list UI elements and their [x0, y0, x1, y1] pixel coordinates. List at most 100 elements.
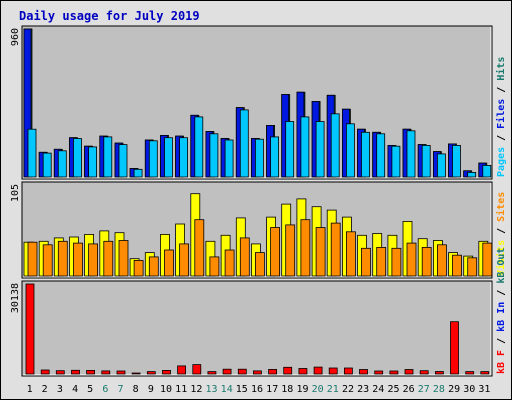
- bar-pages-day-1: [27, 128, 37, 178]
- bar-kb-f-day-29: [450, 321, 459, 375]
- bar-pages-day-28: [436, 153, 446, 178]
- bar-kb-f-day-28: [434, 371, 444, 375]
- bar-kb-f-day-6: [101, 370, 111, 375]
- bar-pages-day-16: [254, 138, 264, 178]
- bar-kb-f-day-17: [268, 368, 278, 375]
- legend-pages: Pages: [496, 147, 507, 177]
- bar-pages-day-26: [406, 130, 416, 178]
- bar-pages-day-7: [118, 144, 128, 178]
- day-label-31: 31: [478, 384, 490, 395]
- bar-pages-day-3: [57, 150, 67, 178]
- panel-bottom-max-label: 30138: [10, 283, 21, 313]
- bar-sites-day-31: [482, 242, 493, 277]
- bar-kb-f-day-8: [131, 372, 141, 375]
- bar-sites-day-24: [376, 246, 387, 277]
- panel-bottom-background: [21, 280, 493, 377]
- panel-top: [21, 25, 493, 180]
- max-value-labels: 960 105 30138: [10, 28, 21, 313]
- bar-kb-f-day-20: [313, 366, 323, 375]
- day-label-2: 2: [42, 384, 48, 395]
- bar-kb-f-day-5: [86, 369, 95, 375]
- bar-sites-day-10: [164, 249, 174, 277]
- bar-kb-f-day-27: [419, 370, 429, 375]
- legend-files: Files: [495, 99, 507, 129]
- bar-sites-day-15: [239, 237, 250, 277]
- bar-sites-day-16: [254, 252, 265, 277]
- day-label-1: 1: [27, 384, 33, 395]
- bar-sites-day-17: [270, 227, 281, 277]
- bar-pages-day-14: [224, 139, 234, 178]
- bar-pages-day-23: [361, 131, 370, 178]
- bar-kb-f-day-18: [283, 366, 293, 375]
- day-label-21: 21: [327, 384, 339, 395]
- day-label-11: 11: [175, 384, 187, 395]
- bar-pages-day-5: [88, 146, 97, 178]
- panel-middle-max-label: 105: [10, 184, 21, 202]
- legend-hits: Hits: [495, 57, 507, 81]
- legend-separator: /: [496, 332, 507, 350]
- day-label-14: 14: [221, 384, 233, 395]
- bar-kb-f-day-22: [343, 367, 353, 375]
- day-label-9: 9: [148, 384, 154, 395]
- day-label-13: 13: [205, 384, 217, 395]
- series-kb-f: [25, 283, 490, 375]
- bar-sites-day-14: [224, 249, 235, 277]
- bar-kb-f-day-21: [328, 367, 338, 375]
- bar-kb-f-day-13: [207, 371, 217, 375]
- bar-pages-day-13: [209, 133, 219, 178]
- day-label-4: 4: [72, 384, 78, 395]
- bar-pages-day-17: [270, 136, 280, 178]
- bar-pages-day-2: [42, 152, 52, 178]
- bar-sites-day-13: [209, 256, 220, 277]
- panel-bottom: [21, 280, 493, 377]
- day-label-29: 29: [448, 384, 460, 395]
- bar-kb-f-day-31: [480, 371, 490, 375]
- bar-sites-day-29: [452, 254, 462, 277]
- bar-sites-day-1: [27, 241, 38, 277]
- series-files: [23, 28, 487, 178]
- day-label-8: 8: [133, 384, 139, 395]
- series-pages: [27, 109, 492, 178]
- bar-pages-day-20: [315, 121, 325, 178]
- day-label-27: 27: [418, 384, 430, 395]
- bar-kb-f-day-16: [252, 370, 262, 375]
- bar-pages-day-12: [194, 116, 204, 178]
- day-label-10: 10: [160, 384, 172, 395]
- bar-kb-f-day-19: [298, 368, 308, 375]
- bar-kb-f-day-9: [146, 371, 156, 375]
- bar-pages-day-31: [482, 164, 492, 178]
- day-label-17: 17: [266, 384, 278, 395]
- bar-pages-day-22: [345, 123, 355, 178]
- legend-separator: /: [496, 81, 507, 99]
- bar-kb-f-day-2: [40, 369, 50, 375]
- bar-sites-day-6: [103, 240, 114, 277]
- panel-middle-legend: Visits / Sites: [495, 192, 507, 276]
- bar-pages-day-11: [179, 137, 189, 178]
- bar-kb-f-day-11: [177, 365, 187, 375]
- bar-pages-day-29: [452, 144, 461, 178]
- day-label-19: 19: [296, 384, 308, 395]
- day-label-18: 18: [281, 384, 293, 395]
- legend-separator: /: [496, 222, 507, 240]
- day-label-26: 26: [403, 384, 415, 395]
- panel-bottom-legend: kB F / kB In / kB Out: [496, 248, 507, 374]
- panel-middle: [21, 181, 493, 279]
- bar-sites-day-4: [73, 242, 83, 277]
- day-label-24: 24: [372, 384, 384, 395]
- bar-sites-day-11: [179, 243, 190, 277]
- bar-sites-day-22: [345, 231, 356, 277]
- bar-files-day-1: [23, 28, 32, 178]
- legend-visits: Visits: [495, 240, 507, 276]
- bar-pages-day-6: [103, 136, 113, 178]
- day-label-20: 20: [312, 384, 324, 395]
- bar-pages-day-24: [376, 133, 386, 178]
- day-label-30: 30: [463, 384, 475, 395]
- bar-sites-day-28: [436, 244, 447, 277]
- chart-title: Daily usage for July 2019: [19, 9, 200, 23]
- bar-kb-f-day-15: [237, 368, 247, 375]
- bar-sites-day-7: [118, 240, 129, 277]
- bar-kb-f-day-23: [359, 369, 368, 375]
- bar-sites-day-30: [467, 257, 478, 277]
